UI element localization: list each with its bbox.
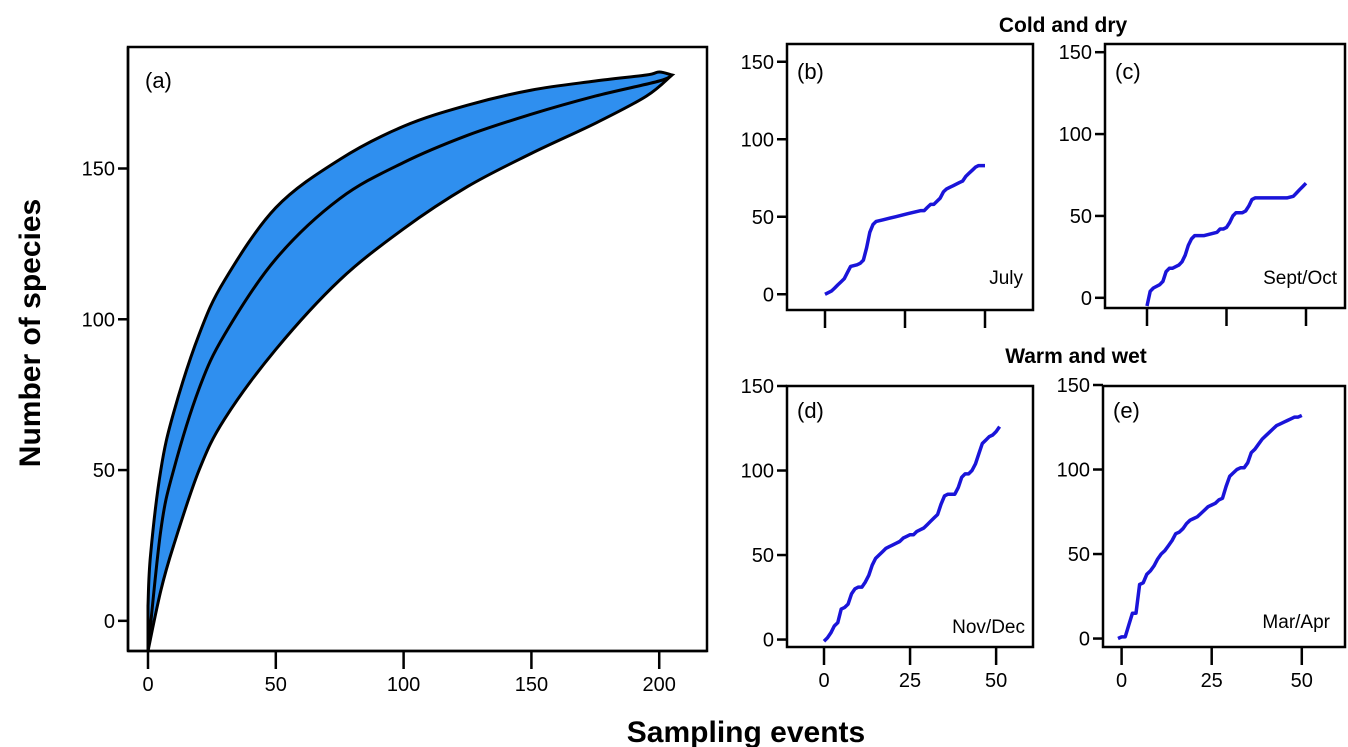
x-axis-title: Sampling events xyxy=(627,716,865,747)
panel-label: (c) xyxy=(1115,59,1141,84)
y-tick-label: 0 xyxy=(104,611,115,633)
x-tick-label: 50 xyxy=(985,670,1007,692)
y-tick-label: 0 xyxy=(763,630,774,652)
panel-label: (d) xyxy=(797,398,824,423)
group-title-warm-wet: Warm and wet xyxy=(1005,345,1147,368)
y-tick-label: 100 xyxy=(1059,124,1092,146)
x-tick-label: 0 xyxy=(1116,670,1127,692)
x-tick-label: 0 xyxy=(142,674,153,696)
y-tick-label: 150 xyxy=(1059,42,1092,64)
y-tick-label: 50 xyxy=(1068,544,1090,566)
x-tick-label: 50 xyxy=(265,674,287,696)
species-curve xyxy=(1117,413,1303,641)
x-tick-label: 100 xyxy=(387,674,420,696)
x-tick-label: 0 xyxy=(818,670,829,692)
x-tick-label: 150 xyxy=(515,674,548,696)
x-tick-label: 50 xyxy=(1291,670,1313,692)
y-tick-label: 150 xyxy=(1057,375,1090,397)
species-curve xyxy=(824,163,985,296)
y-tick-label: 0 xyxy=(1081,288,1092,310)
plot-frame xyxy=(1103,42,1347,310)
plot-frame xyxy=(1101,384,1347,649)
season-label: Sept/Oct xyxy=(1263,268,1338,289)
group-title-cold-dry: Cold and dry xyxy=(999,14,1128,37)
y-tick-label: 50 xyxy=(1070,206,1092,228)
y-tick-label: 150 xyxy=(82,159,115,181)
panel-label: (a) xyxy=(145,68,172,93)
mean-accumulation-curve xyxy=(146,73,673,652)
y-tick-label: 0 xyxy=(763,284,774,306)
x-tick-label: 200 xyxy=(643,674,676,696)
y-tick-label: 50 xyxy=(752,207,774,229)
panel-label: (e) xyxy=(1113,398,1140,423)
y-tick-label: 50 xyxy=(93,460,115,482)
y-axis-title: Number of species xyxy=(14,199,47,467)
y-tick-label: 100 xyxy=(741,129,774,151)
panel-c-sept-oct-chart: 0 50 100 150 (c) Sept/Oct xyxy=(1059,42,1347,326)
confidence-band xyxy=(146,70,676,652)
y-tick-label: 100 xyxy=(741,461,774,483)
y-tick-label: 150 xyxy=(741,376,774,398)
plot-frame xyxy=(785,384,1035,649)
x-tick-label: 25 xyxy=(1201,670,1223,692)
x-tick-label: 25 xyxy=(899,670,921,692)
y-tick-label: 100 xyxy=(1057,460,1090,482)
panel-d-nov-dec-chart: 0 50 100 150 0 25 50 (d) Nov/Dec xyxy=(741,376,1035,692)
season-label: Nov/Dec xyxy=(952,617,1025,638)
panel-a-accumulation-chart: 0 50 100 150 0 50 100 150 200 (a) xyxy=(82,45,709,696)
species-curve xyxy=(1145,181,1308,307)
panel-e-mar-apr-chart: 0 50 100 150 0 25 50 (e) Mar/Apr xyxy=(1057,375,1347,692)
plot-frame xyxy=(785,42,1035,312)
season-label: July xyxy=(989,268,1023,289)
season-label: Mar/Apr xyxy=(1262,612,1330,633)
panel-label: (b) xyxy=(797,59,824,84)
y-tick-label: 100 xyxy=(82,309,115,331)
y-tick-label: 0 xyxy=(1079,629,1090,651)
panel-b-july-chart: 0 50 100 150 (b) July xyxy=(741,42,1035,328)
species-curve xyxy=(822,425,1002,643)
y-tick-label: 150 xyxy=(741,52,774,74)
y-tick-label: 50 xyxy=(752,545,774,567)
